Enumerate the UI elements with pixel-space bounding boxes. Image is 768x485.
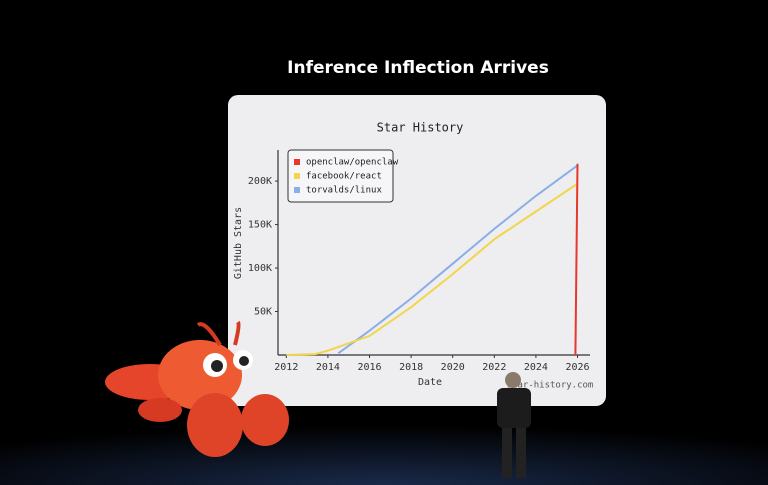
series-line <box>286 182 579 356</box>
series-line <box>337 164 579 355</box>
series-line <box>574 163 579 356</box>
x-axis-label: Date <box>418 377 442 388</box>
legend-label: facebook/react <box>306 172 382 182</box>
legend-swatch <box>294 187 300 193</box>
legend-label: openclaw/openclaw <box>306 158 399 168</box>
legend-swatch <box>294 173 300 179</box>
y-axis-label: GitHub Stars <box>233 207 244 279</box>
slide-title: Inference Inflection Arrives <box>287 58 549 78</box>
x-tick-label: 2012 <box>274 362 298 373</box>
presenter <box>497 372 531 478</box>
chart-title: Star History <box>377 121 464 135</box>
x-tick-label: 2026 <box>565 362 589 373</box>
chart-panel <box>228 95 606 406</box>
legend-swatch <box>294 159 300 165</box>
y-tick-label: 150K <box>248 220 272 231</box>
legend-box <box>287 149 394 203</box>
x-tick-label: 2014 <box>316 362 340 373</box>
x-tick-label: 2022 <box>482 362 506 373</box>
y-tick-label: 200K <box>248 176 272 187</box>
x-tick-label: 2016 <box>357 362 381 373</box>
legend-label: torvalds/linux <box>306 186 382 196</box>
y-tick-label: 50K <box>254 307 272 318</box>
watermark: star-history.com <box>507 381 594 391</box>
stage-floor <box>0 400 768 485</box>
lobster-mascot <box>105 320 289 457</box>
x-tick-label: 2024 <box>524 362 548 373</box>
x-tick-label: 2020 <box>441 362 465 373</box>
y-tick-label: 100K <box>248 263 272 274</box>
chart: Star History Date GitHub Stars star-hist… <box>233 121 593 391</box>
x-tick-label: 2018 <box>399 362 423 373</box>
